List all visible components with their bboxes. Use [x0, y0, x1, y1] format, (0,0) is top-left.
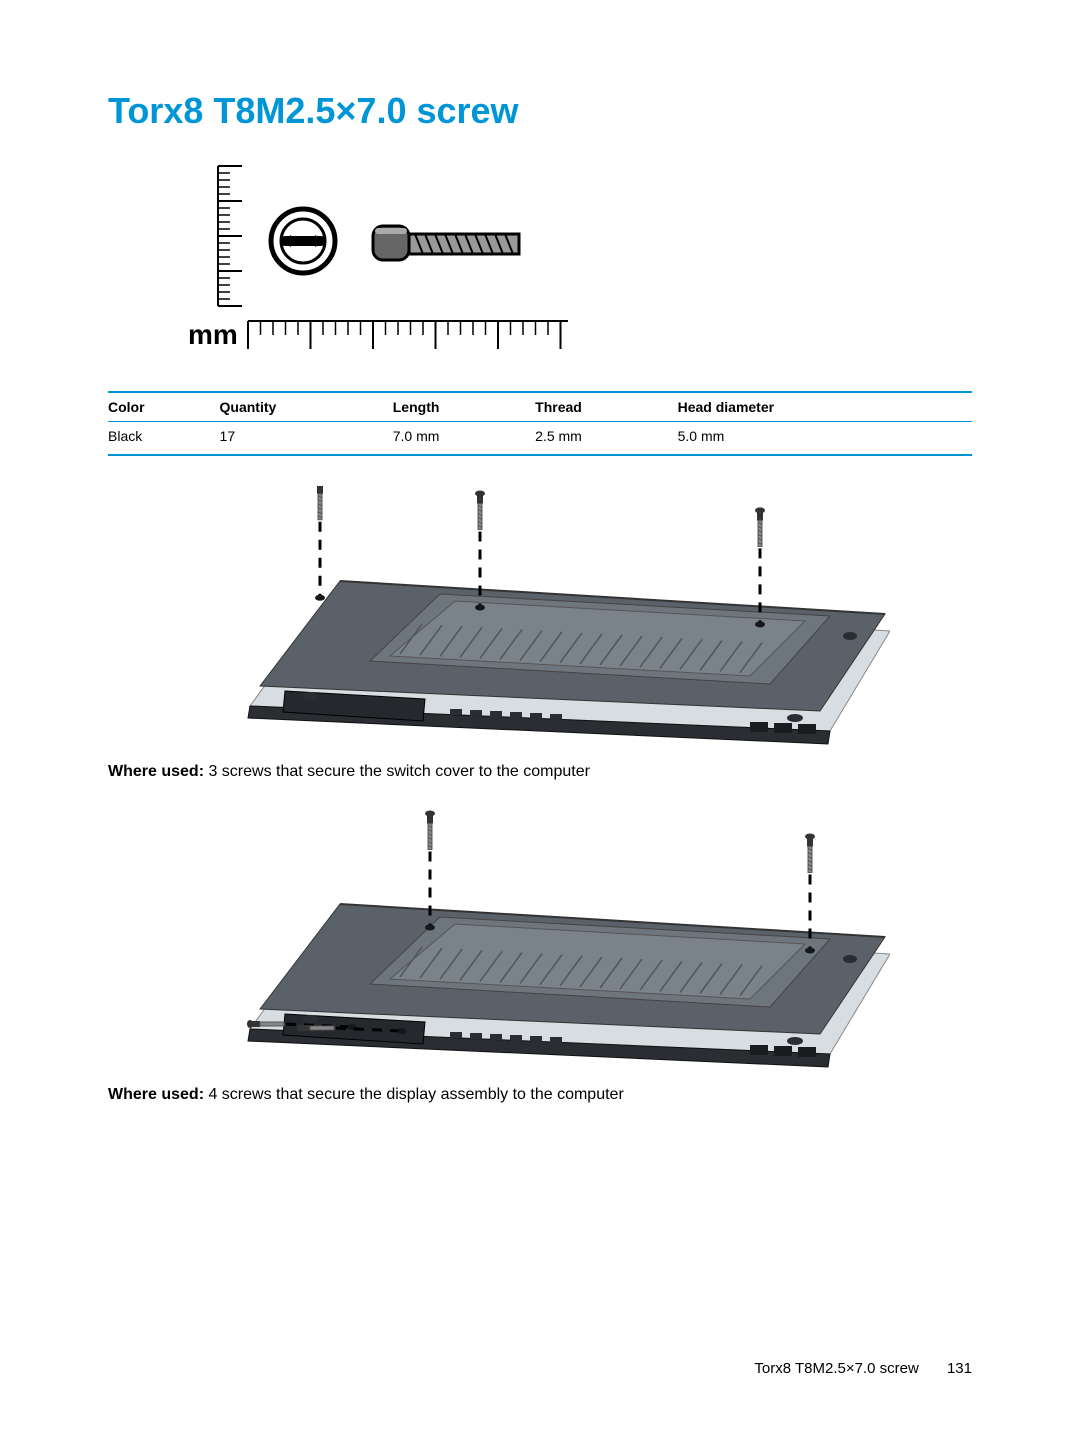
spec-cell: 17 [220, 422, 393, 456]
spec-cell: 7.0 mm [393, 422, 535, 456]
page-footer: Torx8 T8M2.5×7.0 screw 131 [754, 1360, 972, 1377]
laptop-figure-2 [108, 809, 972, 1074]
page-title: Torx8 T8M2.5×7.0 screw [108, 90, 972, 132]
svg-text:mm: mm [188, 319, 238, 350]
spec-table: ColorQuantityLengthThreadHead diameter B… [108, 391, 972, 456]
footer-section: Torx8 T8M2.5×7.0 screw [754, 1360, 918, 1377]
spec-header: Thread [535, 392, 677, 422]
spec-cell: 2.5 mm [535, 422, 677, 456]
footer-page-number: 131 [947, 1360, 972, 1377]
spec-header: Color [108, 392, 220, 422]
caption-2: Where used: 4 screws that secure the dis… [108, 1086, 972, 1104]
spec-cell: Black [108, 422, 220, 456]
ruler-screw-figure: mm [188, 156, 972, 371]
spec-header: Length [393, 392, 535, 422]
caption-1: Where used: 3 screws that secure the swi… [108, 763, 972, 781]
spec-cell: 5.0 mm [678, 422, 972, 456]
laptop-figure-1 [108, 486, 972, 751]
spec-header: Quantity [220, 392, 393, 422]
spec-header: Head diameter [678, 392, 972, 422]
